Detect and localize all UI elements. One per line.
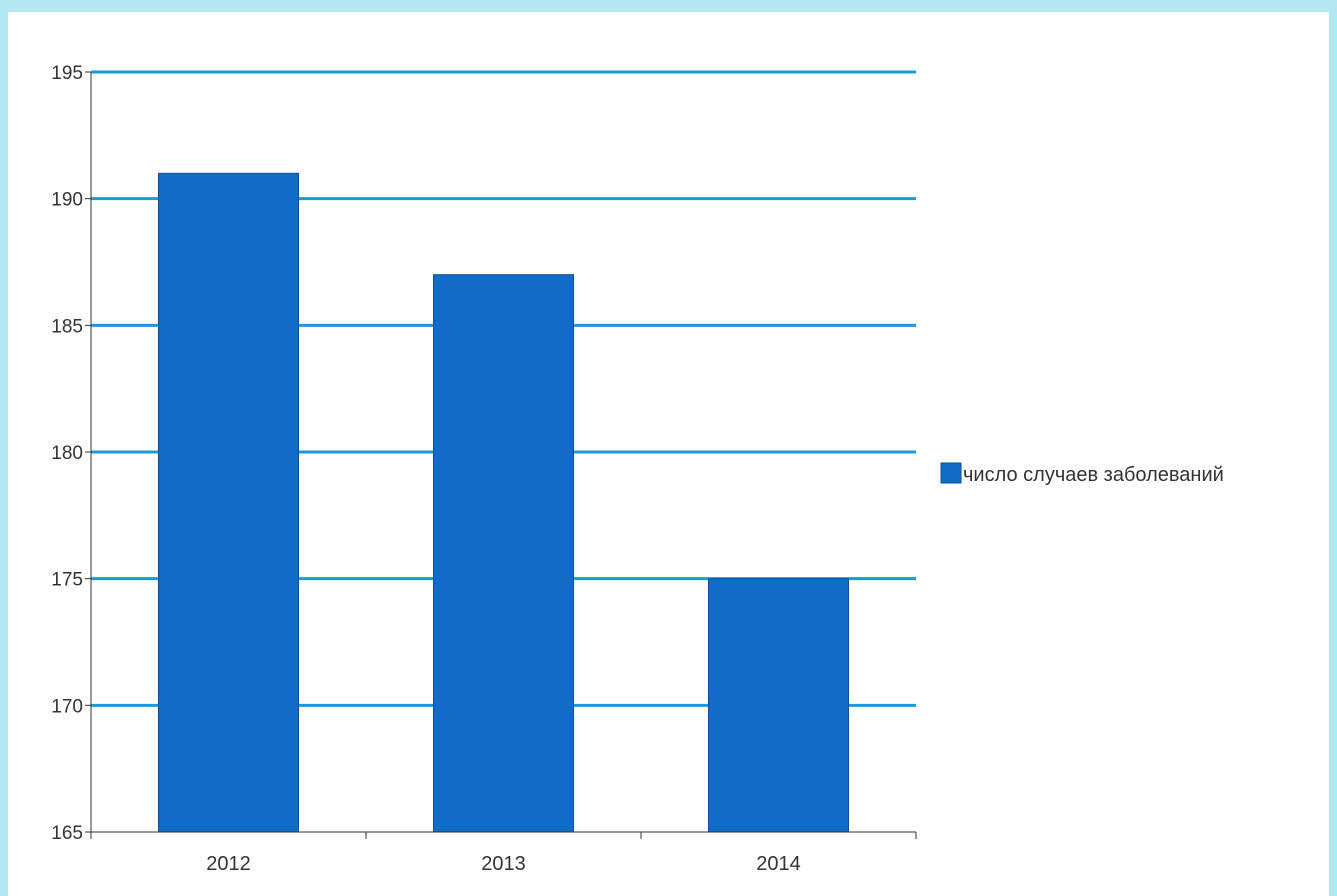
y-tick-label: 190 bbox=[51, 190, 83, 211]
bar-2012 bbox=[158, 172, 299, 833]
legend-label-number-of-cases: число случаев заболеваний bbox=[963, 464, 1224, 486]
y-tick-label: 175 bbox=[51, 570, 83, 591]
y-axis-ticks: 165 170 175 180 185 190 195 bbox=[51, 63, 91, 844]
legend-swatch-number-of-cases bbox=[940, 462, 962, 484]
bar-2014 bbox=[708, 578, 849, 833]
y-tick-label: 165 bbox=[51, 823, 83, 844]
x-tick-label: 2014 bbox=[756, 853, 801, 875]
x-tick-label: 2012 bbox=[206, 853, 251, 875]
y-tick-label: 185 bbox=[51, 316, 83, 337]
x-tick-label: 2013 bbox=[481, 853, 526, 875]
legend: число случаев заболеваний bbox=[940, 462, 1224, 486]
bars bbox=[158, 172, 849, 833]
x-axis-ticks: 2012 2013 2014 bbox=[90, 832, 917, 875]
y-tick-label: 180 bbox=[51, 443, 83, 464]
bar-2013 bbox=[433, 274, 574, 833]
y-tick-label: 195 bbox=[51, 63, 83, 84]
y-tick-label: 170 bbox=[51, 696, 83, 717]
